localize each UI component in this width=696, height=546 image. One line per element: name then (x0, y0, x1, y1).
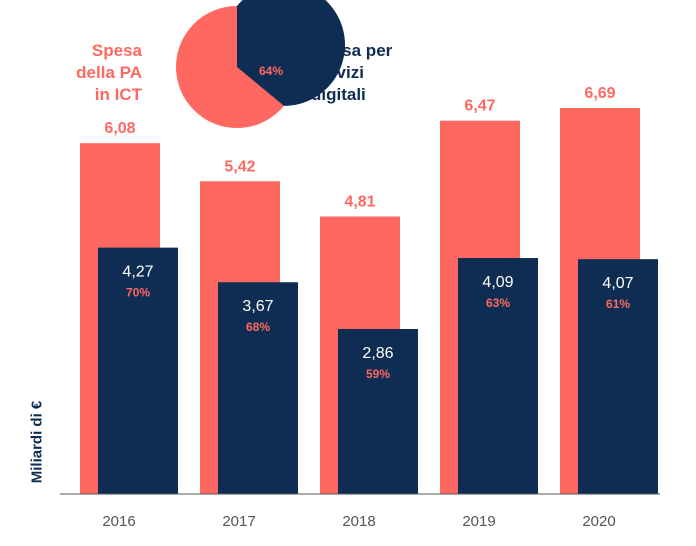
label-total-2020: 6,69 (584, 85, 615, 102)
label-share-2019: 63% (486, 296, 510, 310)
bar-digital-2020 (578, 259, 658, 494)
bar-digital-2018 (338, 328, 418, 494)
label-digital-2019: 4,09 (482, 274, 513, 291)
pie-label: 64% (259, 64, 283, 78)
legend-ict-line-3: in ICT (94, 85, 142, 104)
x-tick-2016: 2016 (102, 513, 135, 530)
label-share-2016: 70% (126, 286, 150, 300)
label-share-2020: 61% (606, 297, 630, 311)
label-total-2019: 6,47 (464, 98, 495, 115)
label-total-2017: 5,42 (224, 158, 255, 175)
legend-ict-line-2: della PA (76, 63, 142, 82)
label-share-2017: 68% (246, 320, 270, 334)
x-tick-2018: 2018 (342, 513, 375, 530)
legend-digital-line-3: digitali (311, 85, 366, 104)
x-tick-2020: 2020 (582, 513, 615, 530)
x-tick-2019: 2019 (462, 513, 495, 530)
legend-ict-spending: Spesa della PA in ICT (2, 40, 142, 106)
label-share-2018: 59% (366, 367, 390, 381)
y-axis-label: Miliardi di € (28, 400, 46, 484)
bar-digital-2016 (98, 247, 178, 494)
bar-digital-2019 (458, 258, 538, 494)
label-digital-2017: 3,67 (242, 298, 273, 315)
legend-ict-line-1: Spesa (91, 41, 142, 60)
label-total-2016: 6,08 (104, 120, 135, 137)
legend-digital-line-1: Spesa per (311, 41, 393, 60)
label-total-2018: 4,81 (344, 193, 375, 210)
x-tick-2017: 2017 (222, 513, 255, 530)
legend-digital-services: Spesa per servizi digitali (311, 40, 441, 106)
legend-digital-line-2: servizi (311, 63, 364, 82)
bar-digital-2017 (218, 282, 298, 494)
pie-digital-share (237, 0, 345, 106)
label-digital-2020: 4,07 (602, 275, 633, 292)
label-digital-2016: 4,27 (122, 264, 153, 281)
label-digital-2018: 2,86 (362, 345, 393, 362)
